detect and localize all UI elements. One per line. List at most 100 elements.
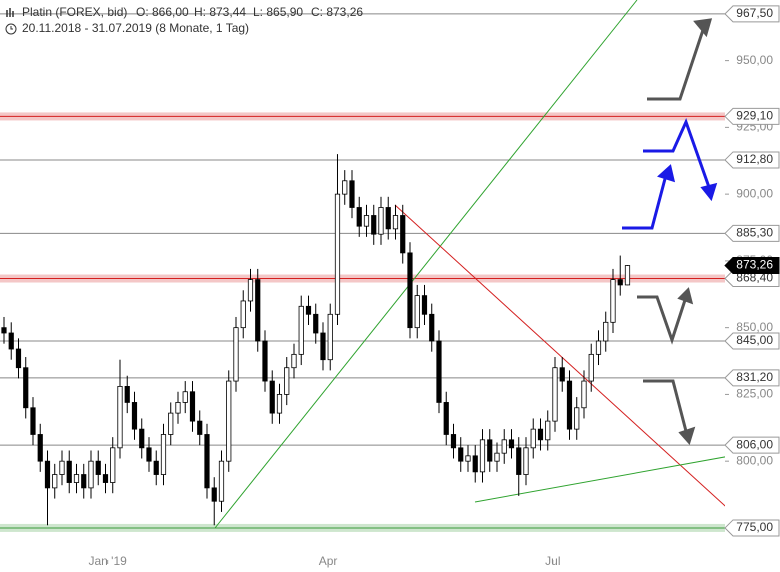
candle-body: [247, 279, 254, 302]
candle-body: [66, 460, 72, 483]
bands: [0, 112, 725, 532]
subtitle: 20.11.2018 - 31.07.2019 (8 Monate, 1 Tag…: [22, 21, 249, 35]
candle-body: [588, 353, 594, 382]
arrow: [643, 117, 712, 191]
candle-body: [15, 348, 22, 369]
candle-body: [443, 402, 449, 435]
candle-body: [160, 434, 167, 475]
candle-body: [269, 380, 275, 414]
candle-body: [1, 327, 7, 334]
level-label: 873,26: [736, 258, 773, 272]
candle-body: [233, 327, 239, 382]
candle-body: [363, 215, 370, 227]
candle-body: [537, 428, 544, 441]
candle-body: [624, 265, 631, 286]
arrow: [637, 295, 688, 345]
level-box: [724, 332, 780, 350]
candle-body: [603, 321, 609, 342]
candle-body: [226, 380, 232, 462]
candle-body: [421, 295, 428, 315]
candle-body: [189, 391, 196, 422]
candle-body: [508, 439, 515, 449]
title: Platin (FOREX, bid): [22, 5, 127, 19]
trend-line: [394, 204, 780, 557]
candle-body: [73, 474, 80, 483]
candle-body: [52, 474, 58, 489]
candle-body: [139, 428, 145, 449]
ohlc-label: C: 873,26: [311, 5, 363, 19]
candle-body: [552, 367, 558, 422]
candle-body: [284, 367, 290, 395]
candle-body: [429, 313, 435, 342]
level-label: 831,20: [736, 370, 773, 384]
candle-body: [400, 215, 406, 254]
candle-body: [479, 439, 486, 473]
candle-body: [102, 474, 109, 483]
candle-body: [298, 305, 304, 355]
candle-body: [131, 402, 138, 430]
candle-body: [95, 460, 101, 475]
x-tick-label: Jan '19: [88, 554, 127, 568]
candle-body: [516, 447, 522, 475]
ohlc-label: L: 865,90: [253, 5, 303, 19]
candle-body: [117, 386, 123, 449]
candle-body: [523, 447, 529, 475]
y-tick-label: 950,00: [736, 53, 773, 67]
arrow-head: [657, 164, 676, 183]
y-tick-label: 850,00: [736, 320, 773, 334]
level-label: 775,00: [736, 520, 773, 534]
level-box: [724, 107, 780, 125]
candle-body: [305, 305, 312, 315]
candle-body: [153, 460, 159, 475]
candle-body: [392, 215, 399, 230]
candle-body: [472, 455, 478, 473]
candle-body: [574, 407, 580, 430]
candle-body: [378, 207, 384, 235]
y-tick-label: 825,00: [736, 387, 773, 401]
arrow: [643, 379, 689, 436]
candle-body: [581, 380, 587, 409]
candle-body: [37, 434, 43, 462]
arrow-head: [700, 182, 718, 202]
candle-body: [23, 367, 29, 409]
candle-body: [465, 455, 471, 462]
arrow: [647, 29, 705, 101]
candle-body: [262, 340, 268, 382]
level-label: 806,00: [736, 437, 773, 451]
candle-body: [436, 340, 442, 403]
level-box: [724, 151, 780, 169]
candle-body: [320, 332, 326, 361]
clock-icon: [5, 23, 17, 35]
candles: [1, 154, 631, 526]
trend-line: [214, 0, 638, 529]
candle-body: [356, 207, 362, 227]
level-label: 929,10: [736, 109, 773, 123]
candle-body: [218, 460, 225, 502]
y-tick-label: 900,00: [736, 186, 773, 200]
candle-body: [124, 386, 130, 403]
arrow-head: [677, 287, 694, 305]
candle-body: [204, 434, 210, 489]
level-box: [724, 5, 780, 23]
candle-body: [8, 332, 14, 350]
candle-body: [458, 447, 464, 462]
candle-body: [168, 412, 174, 435]
level-box: [724, 224, 780, 242]
candle-body: [566, 380, 573, 430]
candle-body: [530, 428, 536, 449]
candle-body: [487, 439, 493, 462]
candle-body: [255, 279, 261, 342]
candle-body: [88, 460, 94, 489]
candle-body: [81, 474, 87, 489]
candle-body: [59, 460, 65, 475]
candle-body: [211, 487, 217, 502]
candle-body: [197, 420, 203, 435]
arrow-head: [693, 18, 713, 38]
candle-body: [334, 193, 341, 315]
candle-body: [327, 313, 333, 361]
candle-body: [595, 340, 602, 355]
level-box: [724, 519, 780, 537]
level-label: 967,50: [736, 6, 773, 20]
x-tick-label: Jul: [545, 554, 560, 568]
